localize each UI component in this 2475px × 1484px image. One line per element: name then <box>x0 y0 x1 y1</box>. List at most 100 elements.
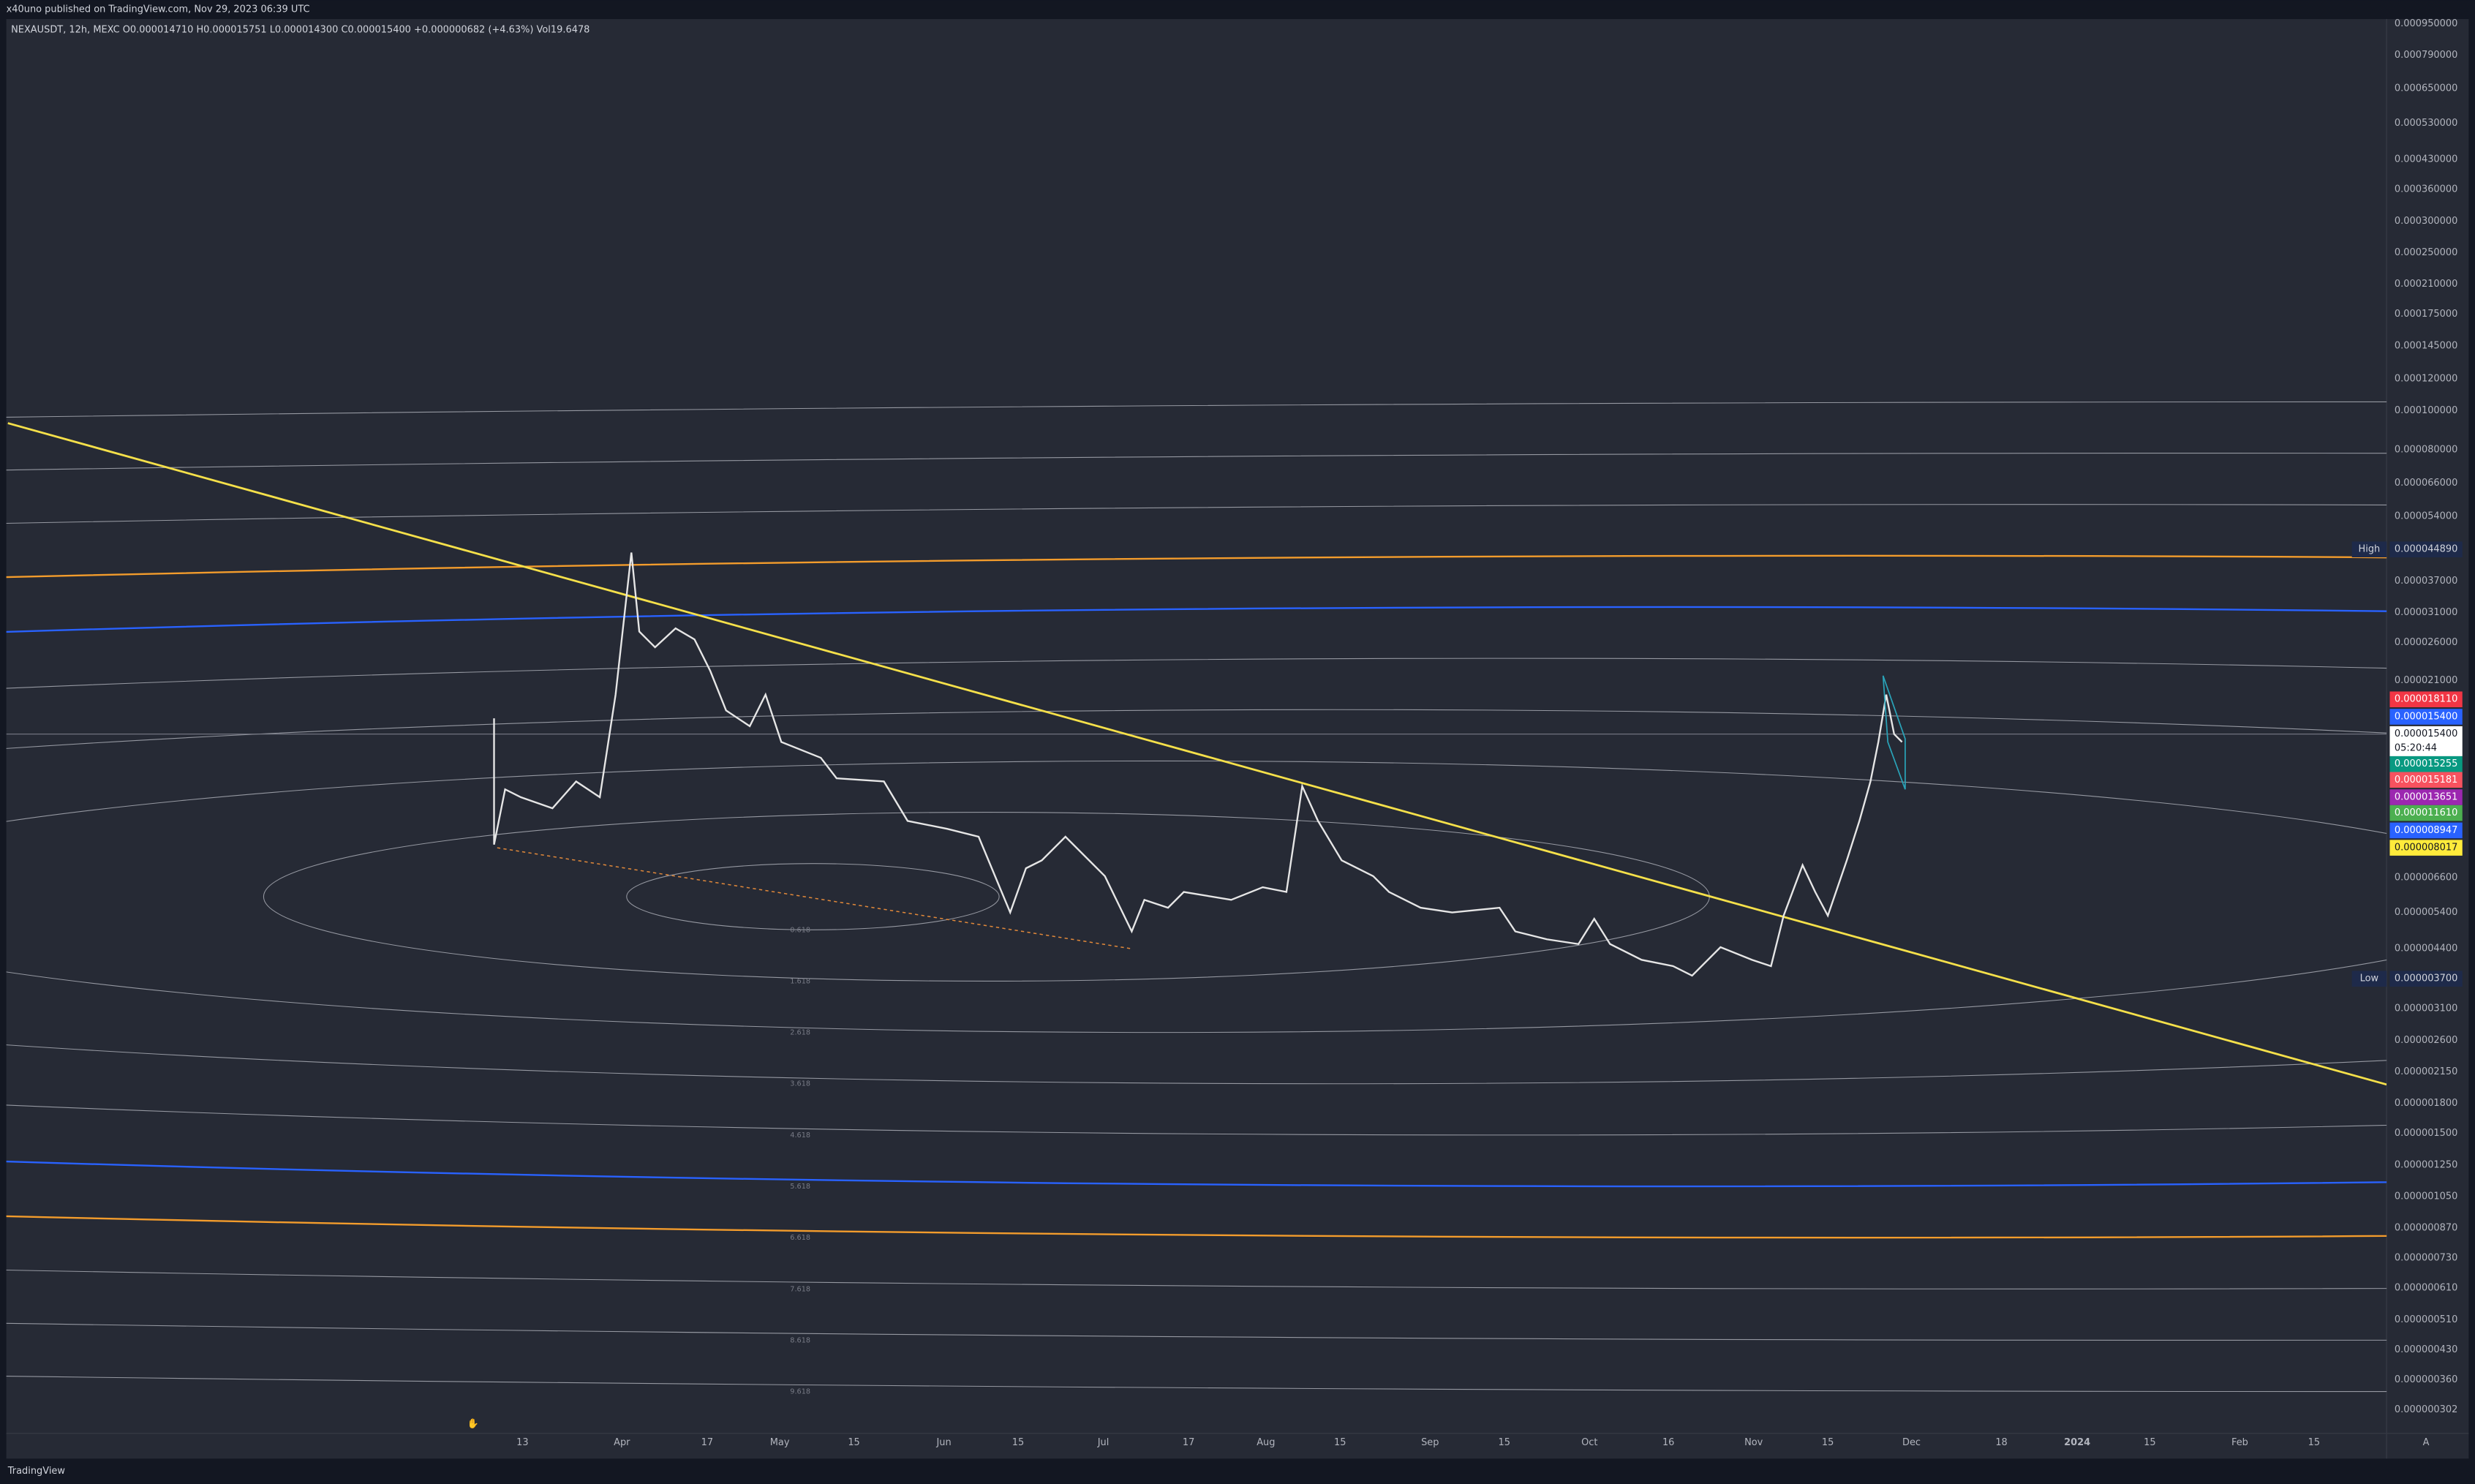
time-label: Apr <box>614 1437 630 1448</box>
price-tag: 0.000008947 <box>2395 825 2457 836</box>
price-label: 0.000430000 <box>2395 154 2457 165</box>
symbol-line: NEXAUSDT, 12h, MEXC O0.000014710 H0.0000… <box>11 25 589 36</box>
price-label: 0.000003100 <box>2395 1003 2457 1014</box>
price-label: 0.000000430 <box>2395 1344 2457 1355</box>
price-tag-bg <box>2389 726 2463 756</box>
fib-label: 7.618 <box>790 1285 810 1293</box>
axes: 0.000950000 0.000790000 0.000650000 0.00053… <box>516 18 2463 1448</box>
fib-label: 4.618 <box>790 1131 810 1140</box>
price-label: 0.000360000 <box>2395 184 2457 195</box>
price-label: 0.000950000 <box>2395 18 2457 29</box>
price-label: 0.000006600 <box>2395 873 2457 884</box>
price-label: 0.000300000 <box>2395 216 2457 227</box>
price-tag: 0.000015181 <box>2395 775 2457 786</box>
high-tag-label: High <box>2359 544 2381 555</box>
price-tag-bg <box>2389 709 2463 725</box>
price-label: 0.000001500 <box>2395 1128 2457 1139</box>
time-label: 15 <box>1822 1437 1834 1448</box>
price-label: 0.000037000 <box>2395 576 2457 587</box>
time-label: 17 <box>701 1437 713 1448</box>
fib-label: 0.618 <box>790 926 810 934</box>
price-tag-bg <box>2389 772 2463 788</box>
time-label: Dec <box>1902 1437 1921 1448</box>
time-label: Nov <box>1744 1437 1763 1448</box>
price-tag: 0.000015255 <box>2395 758 2457 769</box>
price-tag-bg <box>2389 756 2463 772</box>
price-label: 0.000031000 <box>2395 607 2457 618</box>
time-label: Jul <box>1097 1437 1110 1448</box>
drawings <box>6 422 2387 1086</box>
cursor-icon: ✋ <box>467 1417 479 1429</box>
price-tag-bg <box>2389 789 2463 805</box>
price-label: 0.000120000 <box>2395 374 2457 385</box>
publisher: x40uno published on TradingView.com, Nov… <box>7 4 310 15</box>
time-label: 15 <box>1334 1437 1346 1448</box>
price-label: 0.000026000 <box>2395 637 2457 648</box>
price-label: 0.000000302 <box>2395 1404 2457 1415</box>
price-label: 0.000210000 <box>2395 279 2457 290</box>
price-label: 0.000066000 <box>2395 478 2457 489</box>
price-tag: 0.000013651 <box>2395 792 2457 803</box>
price-label: 0.000054000 <box>2395 511 2457 521</box>
fib-label: 5.618 <box>790 1183 810 1191</box>
fib-ellipse <box>6 709 2387 1085</box>
footer-brand: TradingView <box>7 1466 66 1477</box>
price-label: 0.000100000 <box>2395 405 2457 416</box>
price-tag: 0.000008017 <box>2395 843 2457 854</box>
high-value-bg <box>2389 541 2463 557</box>
time-label: 15 <box>1012 1437 1024 1448</box>
time-label: 18 <box>1995 1437 2007 1448</box>
time-label: 15 <box>2144 1437 2155 1448</box>
price-tag: 0.000011610 <box>2395 807 2457 818</box>
price-label: 0.000000510 <box>2395 1314 2457 1325</box>
price-label: 0.000021000 <box>2395 675 2457 686</box>
fib-label: 1.618 <box>790 977 810 985</box>
price-label: 0.000001250 <box>2395 1159 2457 1170</box>
price-label: 0.000250000 <box>2395 247 2457 258</box>
time-label: Feb <box>2231 1437 2248 1448</box>
price-label: 0.000000870 <box>2395 1223 2457 1234</box>
time-label: 15 <box>1498 1437 1510 1448</box>
price-tag-bg <box>2389 840 2463 856</box>
time-label: 16 <box>1662 1437 1674 1448</box>
price-label: 0.000002600 <box>2395 1035 2457 1046</box>
time-label: 13 <box>516 1437 528 1448</box>
low-tag-bg <box>2351 971 2387 987</box>
price-label: 0.000005400 <box>2395 907 2457 918</box>
fib-ellipse <box>6 606 2387 1188</box>
price-tag-bg <box>2389 691 2463 708</box>
chart-area <box>6 19 2469 1459</box>
fib-ellipse <box>6 760 2387 1033</box>
fib-ellipse <box>6 658 2387 1136</box>
price-label: 0.000530000 <box>2395 118 2457 129</box>
price-label: 0.000145000 <box>2395 340 2457 351</box>
time-label: 15 <box>2308 1437 2320 1448</box>
price-label: 0.000000360 <box>2395 1374 2457 1385</box>
fib-ellipse <box>6 554 2387 1239</box>
time-label: 15 <box>848 1437 859 1448</box>
price-tag-bg <box>2389 805 2463 821</box>
time-label: 2024 <box>2064 1437 2090 1448</box>
price-label: 0.000650000 <box>2395 83 2457 94</box>
high-tag-bg <box>2351 541 2387 557</box>
time-label: May <box>770 1437 790 1448</box>
trendline <box>7 422 2387 1086</box>
fib-label: 2.618 <box>790 1029 810 1037</box>
fib-ellipses: 0.618 1.618 2.618 3.618 4.618 5.618 6.618 7.618… <box>6 402 2387 1396</box>
high-value: 0.000044890 <box>2395 544 2457 555</box>
price-label: 0.000001800 <box>2395 1098 2457 1109</box>
price-label: 0.000175000 <box>2395 309 2457 320</box>
low-tag-label: Low <box>2360 973 2379 984</box>
fib-label: 8.618 <box>790 1336 810 1344</box>
time-label: Oct <box>1581 1437 1597 1448</box>
price-label: 0.000000730 <box>2395 1253 2457 1264</box>
price-label: 0.000790000 <box>2395 50 2457 61</box>
price-tag: 0.000015400 <box>2395 728 2457 739</box>
price-label: 0.000004400 <box>2395 943 2457 954</box>
fib-ellipse <box>6 504 2387 1289</box>
auto-scale-button[interactable]: A <box>2423 1437 2430 1448</box>
fib-label: 9.618 <box>790 1388 810 1396</box>
price-label: 0.000080000 <box>2395 445 2457 456</box>
fib-label: 6.618 <box>790 1234 810 1242</box>
